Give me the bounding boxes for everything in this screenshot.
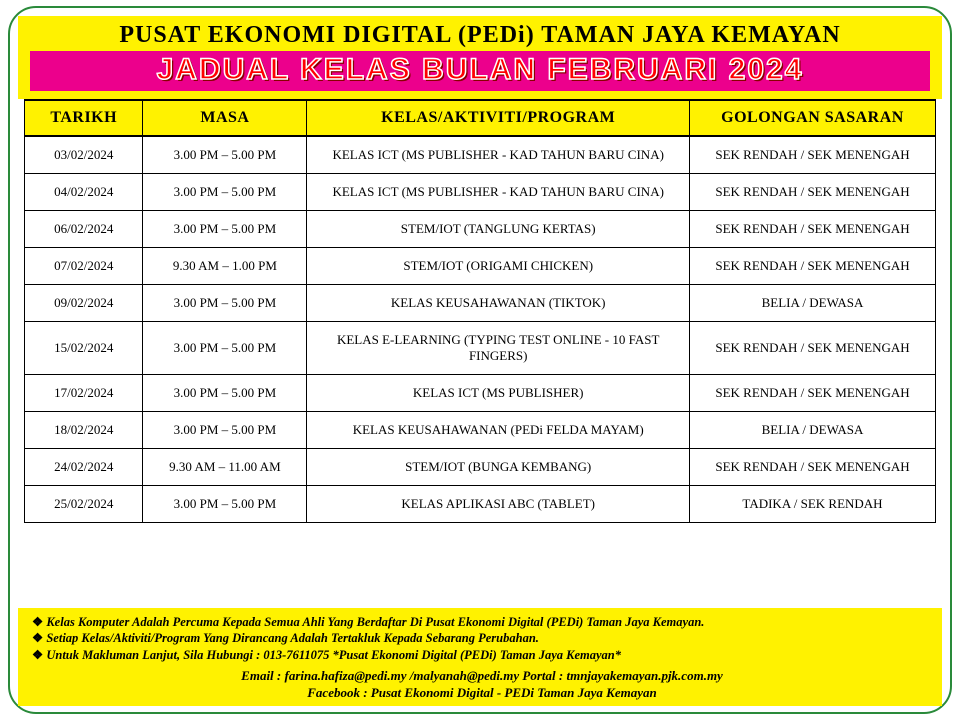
- footer-note: Kelas Komputer Adalah Percuma Kepada Sem…: [32, 614, 932, 630]
- cell-date: 09/02/2024: [25, 285, 143, 322]
- center-title: PUSAT EKONOMI DIGITAL (PEDi) TAMAN JAYA …: [18, 22, 942, 49]
- cell-time: 9.30 AM – 1.00 PM: [143, 248, 307, 285]
- header-block: PUSAT EKONOMI DIGITAL (PEDi) TAMAN JAYA …: [18, 16, 942, 99]
- cell-class: KELAS ICT (MS PUBLISHER - KAD TAHUN BARU…: [307, 174, 690, 211]
- cell-time: 3.00 PM – 5.00 PM: [143, 285, 307, 322]
- cell-time: 3.00 PM – 5.00 PM: [143, 136, 307, 174]
- footer-contact-line2: Facebook : Pusat Ekonomi Digital - PEDi …: [32, 684, 932, 702]
- cell-class: KELAS ICT (MS PUBLISHER - KAD TAHUN BARU…: [307, 136, 690, 174]
- cell-time: 3.00 PM – 5.00 PM: [143, 412, 307, 449]
- col-header-target: GOLONGAN SASARAN: [690, 100, 936, 136]
- cell-target: SEK RENDAH / SEK MENENGAH: [690, 449, 936, 486]
- cell-class: STEM/IOT (TANGLUNG KERTAS): [307, 211, 690, 248]
- cell-target: BELIA / DEWASA: [690, 412, 936, 449]
- cell-time: 9.30 AM – 11.00 AM: [143, 449, 307, 486]
- cell-time: 3.00 PM – 5.00 PM: [143, 322, 307, 375]
- cell-target: SEK RENDAH / SEK MENENGAH: [690, 136, 936, 174]
- cell-target: BELIA / DEWASA: [690, 285, 936, 322]
- footer-contact-line1: Email : farina.hafiza@pedi.my /malyanah@…: [32, 667, 932, 685]
- table-row: 04/02/20243.00 PM – 5.00 PMKELAS ICT (MS…: [25, 174, 936, 211]
- cell-date: 15/02/2024: [25, 322, 143, 375]
- col-header-time: MASA: [143, 100, 307, 136]
- table-header-row: TARIKH MASA KELAS/AKTIVITI/PROGRAM GOLON…: [25, 100, 936, 136]
- cell-target: SEK RENDAH / SEK MENENGAH: [690, 174, 936, 211]
- cell-date: 03/02/2024: [25, 136, 143, 174]
- footer-block: Kelas Komputer Adalah Percuma Kepada Sem…: [18, 608, 942, 706]
- subtitle-bar: JADUAL KELAS BULAN FEBRUARI 2024: [30, 51, 930, 91]
- cell-target: SEK RENDAH / SEK MENENGAH: [690, 248, 936, 285]
- cell-time: 3.00 PM – 5.00 PM: [143, 174, 307, 211]
- cell-date: 25/02/2024: [25, 486, 143, 523]
- schedule-table-wrap: TARIKH MASA KELAS/AKTIVITI/PROGRAM GOLON…: [18, 99, 942, 608]
- cell-date: 17/02/2024: [25, 375, 143, 412]
- cell-time: 3.00 PM – 5.00 PM: [143, 211, 307, 248]
- cell-time: 3.00 PM – 5.00 PM: [143, 486, 307, 523]
- cell-class: STEM/IOT (BUNGA KEMBANG): [307, 449, 690, 486]
- cell-date: 24/02/2024: [25, 449, 143, 486]
- table-row: 15/02/20243.00 PM – 5.00 PMKELAS E-LEARN…: [25, 322, 936, 375]
- cell-class: STEM/IOT (ORIGAMI CHICKEN): [307, 248, 690, 285]
- table-row: 17/02/20243.00 PM – 5.00 PMKELAS ICT (MS…: [25, 375, 936, 412]
- cell-class: KELAS APLIKASI ABC (TABLET): [307, 486, 690, 523]
- footer-notes: Kelas Komputer Adalah Percuma Kepada Sem…: [32, 614, 932, 663]
- cell-class: KELAS E-LEARNING (TYPING TEST ONLINE - 1…: [307, 322, 690, 375]
- footer-note: Setiap Kelas/Aktiviti/Program Yang Diran…: [32, 630, 932, 646]
- table-row: 06/02/20243.00 PM – 5.00 PMSTEM/IOT (TAN…: [25, 211, 936, 248]
- subtitle-text: JADUAL KELAS BULAN FEBRUARI 2024: [30, 53, 930, 87]
- cell-date: 06/02/2024: [25, 211, 143, 248]
- cell-target: SEK RENDAH / SEK MENENGAH: [690, 375, 936, 412]
- cell-class: KELAS KEUSAHAWANAN (PEDi FELDA MAYAM): [307, 412, 690, 449]
- cell-date: 07/02/2024: [25, 248, 143, 285]
- footer-note: Untuk Makluman Lanjut, Sila Hubungi : 01…: [32, 647, 932, 663]
- cell-target: SEK RENDAH / SEK MENENGAH: [690, 322, 936, 375]
- cell-target: SEK RENDAH / SEK MENENGAH: [690, 211, 936, 248]
- document-frame: PUSAT EKONOMI DIGITAL (PEDi) TAMAN JAYA …: [8, 6, 952, 714]
- cell-time: 3.00 PM – 5.00 PM: [143, 375, 307, 412]
- table-row: 07/02/20249.30 AM – 1.00 PMSTEM/IOT (ORI…: [25, 248, 936, 285]
- table-row: 25/02/20243.00 PM – 5.00 PMKELAS APLIKAS…: [25, 486, 936, 523]
- cell-class: KELAS ICT (MS PUBLISHER): [307, 375, 690, 412]
- table-row: 03/02/20243.00 PM – 5.00 PMKELAS ICT (MS…: [25, 136, 936, 174]
- table-row: 24/02/20249.30 AM – 11.00 AMSTEM/IOT (BU…: [25, 449, 936, 486]
- col-header-date: TARIKH: [25, 100, 143, 136]
- col-header-class: KELAS/AKTIVITI/PROGRAM: [307, 100, 690, 136]
- cell-date: 04/02/2024: [25, 174, 143, 211]
- cell-target: TADIKA / SEK RENDAH: [690, 486, 936, 523]
- schedule-tbody: 03/02/20243.00 PM – 5.00 PMKELAS ICT (MS…: [25, 136, 936, 523]
- table-row: 18/02/20243.00 PM – 5.00 PMKELAS KEUSAHA…: [25, 412, 936, 449]
- table-row: 09/02/20243.00 PM – 5.00 PMKELAS KEUSAHA…: [25, 285, 936, 322]
- cell-date: 18/02/2024: [25, 412, 143, 449]
- cell-class: KELAS KEUSAHAWANAN (TIKTOK): [307, 285, 690, 322]
- schedule-table: TARIKH MASA KELAS/AKTIVITI/PROGRAM GOLON…: [24, 99, 936, 523]
